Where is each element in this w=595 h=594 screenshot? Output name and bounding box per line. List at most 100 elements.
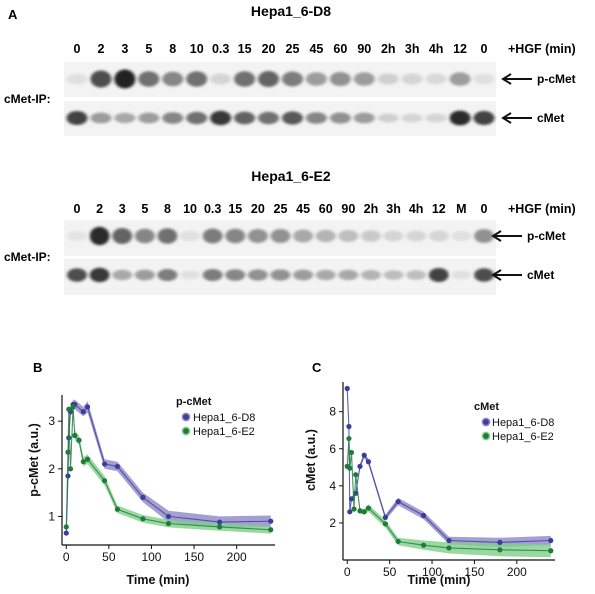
band-label-pcmet-e2: p-cMet bbox=[527, 229, 566, 243]
pcmet-band bbox=[257, 71, 280, 87]
y-axis-label-c: cMet (a.u.) bbox=[304, 429, 318, 491]
cmet-band bbox=[114, 112, 136, 124]
y-tick-label: 3 bbox=[48, 414, 55, 428]
data-point bbox=[80, 409, 86, 415]
lane-label: 10 bbox=[190, 42, 204, 56]
cmet-band bbox=[225, 269, 246, 281]
pcmet-band bbox=[162, 71, 184, 87]
lane-label: 2h bbox=[364, 202, 379, 216]
lane-label: 2 bbox=[96, 202, 103, 216]
ip-label-d8: cMet-IP: bbox=[4, 92, 51, 106]
legend-key bbox=[181, 412, 191, 422]
pcmet-band bbox=[180, 230, 201, 242]
y-axis-label-b: p-cMet (a.u.) bbox=[27, 423, 41, 497]
data-point bbox=[348, 496, 355, 502]
lane-label: 20 bbox=[262, 42, 276, 56]
lane-labels-d8: 0 2 3 5 8 10 0.3 15 20 25 45 60 90 2h 3h 4h 12 0 bbox=[74, 42, 488, 56]
pcmet-band bbox=[247, 229, 268, 243]
blot-e2: Hepa1_6-E2 0 2 3 5 8 10 0.3 15 20 25 45 60 90 2h 3h 4h 1… bbox=[4, 168, 576, 295]
pcmet-band bbox=[114, 69, 136, 89]
cmet-band bbox=[315, 269, 336, 281]
pcmet-band bbox=[138, 71, 160, 87]
data-point bbox=[165, 520, 172, 527]
data-point bbox=[140, 516, 146, 522]
data-point bbox=[72, 432, 78, 439]
cmet-band bbox=[329, 112, 351, 124]
lane-label: 12 bbox=[432, 202, 446, 216]
lane-label: 3 bbox=[119, 202, 126, 216]
x-tick-label: 100 bbox=[141, 550, 161, 564]
data-point bbox=[63, 530, 69, 536]
data-point bbox=[446, 545, 452, 551]
lane-label: 3h bbox=[405, 42, 420, 56]
pcmet-band bbox=[112, 228, 133, 244]
x-axis-label-c: Time (min) bbox=[408, 573, 471, 587]
data-point bbox=[420, 542, 427, 548]
cmet-band bbox=[257, 111, 280, 125]
lane-label: 15 bbox=[228, 202, 242, 216]
cmet-band bbox=[428, 268, 449, 282]
band-label-pcmet-d8: p-cMet bbox=[537, 72, 576, 86]
lane-label: 20 bbox=[251, 202, 265, 216]
lane-label: 5 bbox=[141, 202, 148, 216]
lane-label: 3h bbox=[386, 202, 401, 216]
pcmet-band bbox=[338, 230, 359, 242]
lane-label: 0 bbox=[481, 42, 488, 56]
pcmet-band bbox=[353, 72, 375, 86]
lane-label: 0 bbox=[481, 202, 488, 216]
cmet-band bbox=[377, 113, 399, 123]
pcmet-band bbox=[186, 71, 208, 87]
cmet-band bbox=[90, 112, 112, 124]
y-tick-label: 2 bbox=[48, 462, 55, 476]
arrow-icon bbox=[491, 269, 522, 281]
x-tick-label: 150 bbox=[184, 550, 204, 564]
x-axis-label-b: Time (min) bbox=[127, 573, 190, 587]
lane-label: 2 bbox=[97, 42, 104, 56]
pcmet-band bbox=[234, 71, 256, 87]
data-point bbox=[548, 537, 554, 544]
hgf-label-e2: +HGF (min) bbox=[508, 202, 576, 216]
cmet-band bbox=[473, 111, 495, 125]
cmet-band bbox=[210, 110, 232, 126]
data-point bbox=[217, 519, 223, 525]
data-point bbox=[348, 449, 355, 456]
cmet-band bbox=[401, 113, 423, 123]
blot-d8: Hepa1_6-D8 0 2 3 5 8 10 0.3 15 20 25 45 60 90 2h 3h 4h 1… bbox=[4, 3, 576, 136]
legend-key bbox=[481, 417, 491, 427]
data-point bbox=[446, 537, 452, 544]
cmet-band bbox=[353, 112, 375, 124]
lane-label: 0 bbox=[74, 202, 81, 216]
legend-item-c-e2: Hepa1_6-E2 bbox=[492, 431, 554, 443]
data-point bbox=[114, 506, 120, 512]
ip-label-e2: cMet-IP: bbox=[4, 250, 51, 264]
arrow-icon bbox=[501, 73, 532, 85]
data-point bbox=[268, 527, 274, 533]
data-point bbox=[346, 435, 352, 442]
cmet-band bbox=[449, 110, 471, 126]
data-point bbox=[66, 406, 72, 412]
data-point bbox=[65, 449, 71, 455]
cmet-band bbox=[425, 113, 447, 123]
data-point bbox=[63, 524, 69, 530]
x-tick-label: 50 bbox=[383, 565, 397, 579]
cmet-band bbox=[112, 269, 133, 281]
blot-title-e2: Hepa1_6-E2 bbox=[251, 168, 331, 184]
data-point bbox=[351, 506, 357, 512]
cmet-band bbox=[474, 268, 494, 282]
lane-label: 25 bbox=[286, 42, 300, 56]
panel-label-c: C bbox=[312, 360, 322, 375]
cmet-band bbox=[67, 268, 87, 282]
x-tick-label: 150 bbox=[464, 565, 484, 579]
pcmet-strip-d8 bbox=[64, 62, 496, 97]
y-tick-label: 4 bbox=[329, 479, 336, 493]
data-point bbox=[497, 547, 503, 553]
data-point bbox=[353, 472, 359, 478]
cmet-band bbox=[202, 269, 223, 281]
cmet-band bbox=[180, 270, 201, 280]
data-point bbox=[357, 508, 363, 514]
x-tick-label: 0 bbox=[63, 550, 70, 564]
pcmet-band bbox=[66, 73, 88, 85]
y-tick-label: 2 bbox=[329, 516, 336, 530]
pcmet-band bbox=[449, 72, 471, 86]
